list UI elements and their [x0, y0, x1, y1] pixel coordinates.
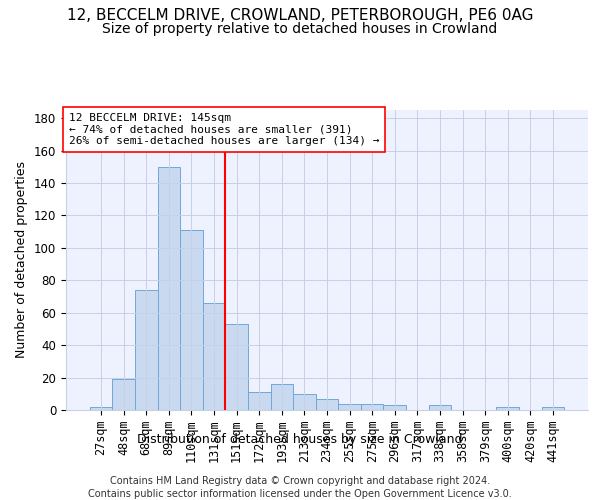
Bar: [293, 394, 316, 410]
Text: Contains HM Land Registry data © Crown copyright and database right 2024.: Contains HM Land Registry data © Crown c…: [110, 476, 490, 486]
Text: 12, BECCELM DRIVE, CROWLAND, PETERBOROUGH, PE6 0AG: 12, BECCELM DRIVE, CROWLAND, PETERBOROUG…: [67, 8, 533, 22]
Text: Contains public sector information licensed under the Open Government Licence v3: Contains public sector information licen…: [88, 489, 512, 499]
Bar: [226, 324, 248, 410]
Y-axis label: Number of detached properties: Number of detached properties: [16, 162, 28, 358]
Bar: [180, 230, 203, 410]
Bar: [496, 407, 519, 410]
Bar: [158, 167, 180, 410]
Text: Size of property relative to detached houses in Crowland: Size of property relative to detached ho…: [103, 22, 497, 36]
Text: Distribution of detached houses by size in Crowland: Distribution of detached houses by size …: [137, 432, 463, 446]
Bar: [248, 392, 271, 410]
Bar: [316, 398, 338, 410]
Bar: [338, 404, 361, 410]
Bar: [271, 384, 293, 410]
Bar: [361, 404, 383, 410]
Text: 12 BECCELM DRIVE: 145sqm
← 74% of detached houses are smaller (391)
26% of semi-: 12 BECCELM DRIVE: 145sqm ← 74% of detach…: [68, 113, 379, 146]
Bar: [428, 405, 451, 410]
Bar: [135, 290, 158, 410]
Bar: [383, 405, 406, 410]
Bar: [90, 407, 112, 410]
Bar: [112, 379, 135, 410]
Bar: [542, 407, 564, 410]
Bar: [203, 303, 226, 410]
